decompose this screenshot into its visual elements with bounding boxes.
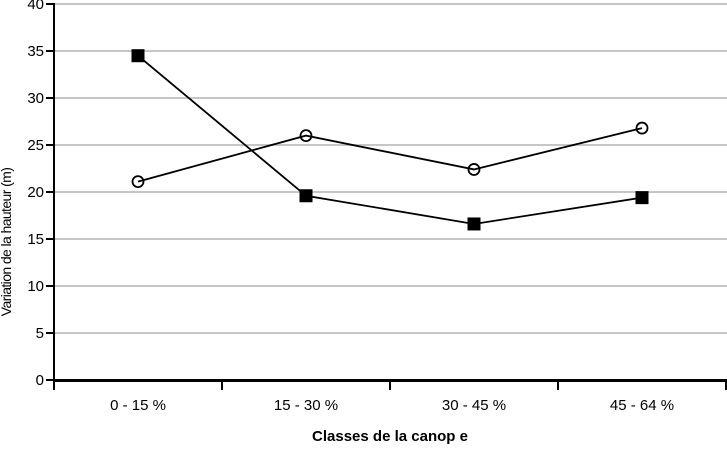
marker-open-circle [467, 163, 481, 176]
y-tick-label: 25 [27, 137, 44, 154]
marker-open-circle [299, 129, 313, 143]
marker-filled-square [635, 191, 649, 205]
x-category-label: 15 - 30 % [274, 397, 338, 414]
y-tick-label: 20 [27, 184, 44, 201]
marker-open-circle [635, 121, 649, 135]
y-tick-label: 40 [27, 0, 44, 13]
x-category-label: 0 - 15 % [110, 397, 166, 414]
y-tick-label: 10 [27, 278, 44, 295]
y-tick-label: 5 [36, 325, 44, 342]
y-tick-label: 0 [36, 372, 44, 389]
x-category-label: 45 - 64 % [610, 397, 674, 414]
x-category-label: 30 - 45 % [442, 397, 506, 414]
y-tick-label: 15 [27, 231, 44, 248]
marker-open-circle [131, 175, 145, 189]
y-axis-title: Variation de la hauteur (m) [0, 168, 14, 317]
marker-filled-square [131, 49, 145, 63]
chart-plot-area: 0 5 10 15 20 25 30 35 40 0 - 15 % 15 - 30 % 30 - 45… [27, 0, 727, 414]
marker-filled-square [467, 217, 481, 231]
y-tick-label: 30 [27, 90, 44, 107]
x-axis-title: Classes de la canop e [312, 428, 468, 445]
y-tick-label: 35 [27, 43, 44, 60]
series-line-open-circle [137, 127, 643, 183]
marker-filled-square [299, 189, 313, 203]
series-line-filled-square [137, 55, 643, 225]
